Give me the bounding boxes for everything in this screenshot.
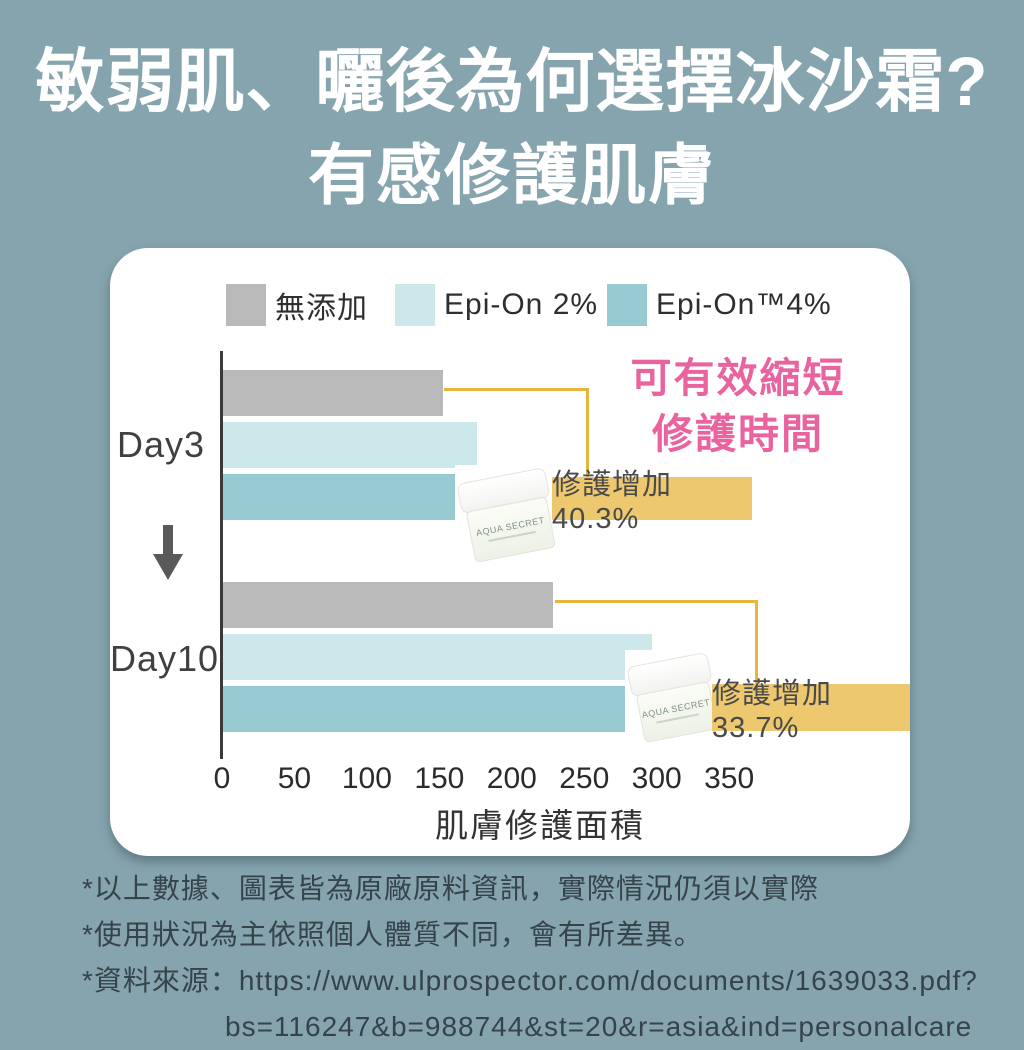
x-tick-350: 350 bbox=[704, 762, 755, 795]
legend-label-epion4: Epi-On™4% bbox=[656, 288, 832, 321]
product-jar-day3: AQUA SECRET bbox=[455, 465, 560, 565]
headline-line-1: 可有效縮短 bbox=[630, 355, 846, 401]
chart-card: 無添加 Epi-On 2% Epi-On™4% Day3 Day10 0 50 10… bbox=[110, 248, 910, 856]
jar-brand-label: AQUA SECRET bbox=[640, 696, 711, 721]
footnote-2: *使用狀況為主依照個人體質不同，會有所差異。 bbox=[82, 919, 703, 950]
connector-day3-horizontal bbox=[444, 388, 589, 391]
x-tick-50: 50 bbox=[277, 762, 312, 795]
footnote-source-url-2: bs=116247&b=988744&st=20&r=asia&ind=pers… bbox=[225, 1011, 973, 1042]
title-line-2: 有感修護肌膚 bbox=[308, 138, 716, 212]
x-tick-200: 200 bbox=[486, 762, 537, 795]
headline-annotation: 可有效縮短 修護時間 bbox=[628, 350, 848, 462]
arrow-down-icon bbox=[153, 525, 183, 581]
x-axis-label: 肌膚修護面積 bbox=[435, 807, 645, 844]
footnote-source-url-1: *資料來源：https://www.ulprospector.com/docum… bbox=[82, 965, 978, 996]
bar-day10-series1 bbox=[223, 634, 652, 680]
x-tick-0: 0 bbox=[213, 762, 231, 795]
x-tick-100: 100 bbox=[341, 762, 392, 795]
page-title: 敏弱肌、曬後為何選擇冰沙霜? 有感修護肌膚 bbox=[0, 34, 1024, 220]
x-tick-300: 300 bbox=[631, 762, 682, 795]
headline-line-2: 修護時間 bbox=[652, 411, 824, 457]
connector-day3-vertical bbox=[586, 388, 589, 480]
legend-swatch-epion4 bbox=[607, 284, 647, 326]
callout-day10: 修護增加33.7% bbox=[712, 678, 910, 744]
x-tick-150: 150 bbox=[414, 762, 465, 795]
legend-label-control: 無添加 bbox=[275, 292, 368, 325]
legend-item-epion4: Epi-On™4% bbox=[607, 283, 832, 327]
y-axis-line bbox=[220, 351, 223, 759]
connector-day10-horizontal bbox=[555, 600, 758, 603]
legend-label-epion2: Epi-On 2% bbox=[444, 288, 599, 321]
legend-swatch-control bbox=[226, 284, 266, 326]
category-label-day10: Day10 bbox=[110, 638, 220, 679]
footnotes: *以上數據、圖表皆為原廠原料資訊，實際情況仍須以實際 *使用狀況為主依照個人體質… bbox=[82, 866, 982, 1050]
callout-day3: 修護增加40.3% bbox=[552, 469, 752, 535]
bar-day10-series0 bbox=[223, 582, 553, 628]
bar-day10-series2 bbox=[223, 686, 665, 732]
bar-day3-series1 bbox=[223, 422, 477, 468]
category-label-day3: Day3 bbox=[116, 424, 206, 465]
legend-item-epion2: Epi-On 2% bbox=[395, 283, 598, 327]
product-jar-day10: AQUA SECRET bbox=[625, 650, 720, 745]
legend-swatch-epion2 bbox=[395, 284, 435, 326]
x-tick-250: 250 bbox=[559, 762, 610, 795]
footnote-1: *以上數據、圖表皆為原廠原料資訊，實際情況仍須以實際 bbox=[82, 873, 819, 904]
connector-day10-vertical bbox=[755, 600, 758, 687]
title-line-1: 敏弱肌、曬後為何選擇冰沙霜? bbox=[35, 43, 989, 120]
bar-day3-series0 bbox=[223, 370, 443, 416]
legend-item-control: 無添加 bbox=[226, 283, 368, 327]
chart-legend: 無添加 Epi-On 2% Epi-On™4% bbox=[110, 283, 910, 327]
